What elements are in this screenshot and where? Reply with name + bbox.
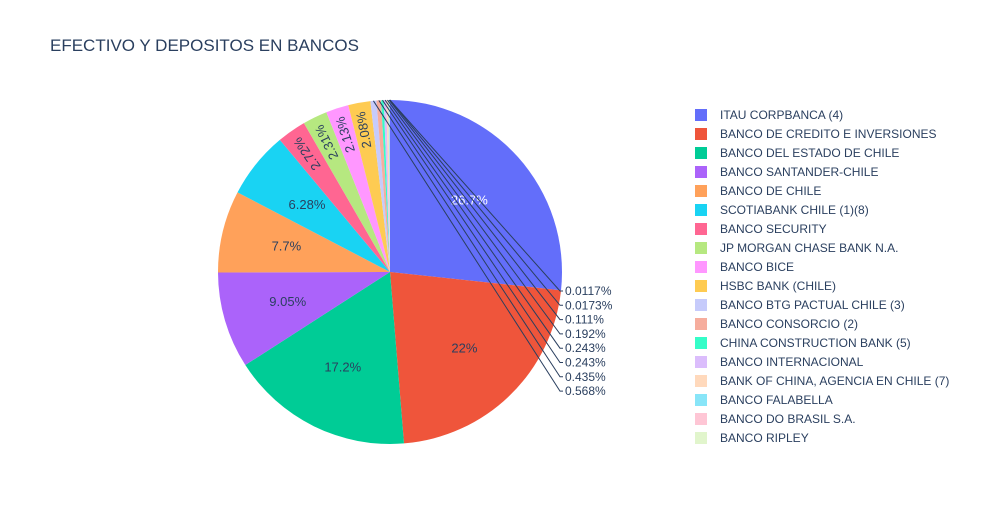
leader-line [378, 100, 563, 378]
pie-slice[interactable] [390, 100, 562, 291]
slice-value-label: 26.7% [451, 193, 488, 208]
legend-swatch [695, 299, 707, 311]
legend-swatch [695, 242, 707, 254]
leader-line [389, 99, 563, 306]
legend-label: JP MORGAN CHASE BANK N.A. [720, 241, 898, 255]
legend-label: BANCO SECURITY [720, 222, 827, 236]
legend-label: HSBC BANK (CHILE) [720, 279, 836, 293]
legend-item[interactable]: BANCO SANTANDER-CHILE [695, 165, 878, 179]
legend-item[interactable]: BANCO BICE [695, 260, 794, 274]
legend-item[interactable]: SCOTIABANK CHILE (1)(8) [695, 203, 869, 217]
legend-swatch [695, 109, 707, 121]
leader-line [384, 99, 563, 349]
legend-swatch [695, 318, 707, 330]
pie-slice[interactable] [388, 100, 390, 273]
legend-swatch [695, 375, 707, 387]
slice-value-label-outside: 0.243% [565, 341, 606, 355]
legend-item[interactable]: BANCO FALABELLA [695, 393, 833, 407]
legend-item[interactable]: BANCO DEL ESTADO DE CHILE [695, 146, 899, 160]
slice-value-label-outside: 0.0117% [565, 284, 612, 298]
legend-swatch [695, 356, 707, 368]
legend-item[interactable]: BANK OF CHINA, AGENCIA EN CHILE (7) [695, 374, 949, 388]
legend-label: BANK OF CHINA, AGENCIA EN CHILE (7) [720, 374, 949, 388]
pie-slice[interactable] [376, 100, 390, 272]
leader-line [389, 99, 563, 292]
slice-value-label: 7.7% [272, 239, 302, 254]
legend-item[interactable]: BANCO DE CREDITO E INVERSIONES [695, 127, 937, 141]
legend-label: BANCO DO BRASIL S.A. [720, 412, 856, 426]
legend-swatch [695, 185, 707, 197]
legend-label: SCOTIABANK CHILE (1)(8) [720, 203, 869, 217]
legend-label: CHINA CONSTRUCTION BANK (5) [720, 336, 911, 350]
legend-label: BANCO BICE [720, 260, 794, 274]
leader-line [388, 99, 563, 321]
pie-slice[interactable] [383, 100, 390, 272]
legend-swatch [695, 204, 707, 216]
pie-slice[interactable] [386, 100, 390, 272]
pie-slice[interactable] [245, 272, 404, 444]
chart-title: EFECTIVO Y DEPOSITOS EN BANCOS [50, 36, 359, 55]
legend-swatch [695, 413, 707, 425]
leader-line [387, 99, 563, 335]
legend-swatch [695, 261, 707, 273]
legend-swatch [695, 394, 707, 406]
legend-label: BANCO FALABELLA [720, 393, 833, 407]
leader-line [372, 100, 563, 392]
leader-line [382, 99, 563, 363]
legend: ITAU CORPBANCA (4) BANCO DE CREDITO E INV… [695, 108, 949, 445]
pie-slice[interactable] [279, 123, 390, 272]
legend-item[interactable]: BANCO CONSORCIO (2) [695, 317, 858, 331]
legend-item[interactable]: BANCO SECURITY [695, 222, 827, 236]
slice-value-label-outside: 0.0173% [565, 298, 613, 312]
legend-label: BANCO DE CHILE [720, 184, 821, 198]
legend-label: BANCO RIPLEY [720, 431, 809, 445]
legend-item[interactable]: HSBC BANK (CHILE) [695, 279, 836, 293]
slice-value-label-outside: 0.111% [565, 313, 604, 327]
legend-item[interactable]: BANCO DO BRASIL S.A. [695, 412, 856, 426]
legend-item[interactable]: ITAU CORPBANCA (4) [695, 108, 843, 122]
legend-swatch [695, 337, 707, 349]
slice-value-label-outside: 0.243% [565, 356, 606, 370]
legend-label: BANCO CONSORCIO (2) [720, 317, 858, 331]
pie-slice[interactable] [303, 112, 390, 272]
legend-item[interactable]: BANCO RIPLEY [695, 431, 809, 445]
pie-slice[interactable] [218, 192, 390, 273]
legend-swatch [695, 166, 707, 178]
legend-label: ITAU CORPBANCA (4) [720, 108, 843, 122]
legend-label: BANCO BTG PACTUAL CHILE (3) [720, 298, 905, 312]
pie-slice[interactable] [218, 272, 390, 366]
legend-swatch [695, 280, 707, 292]
legend-swatch [695, 432, 707, 444]
legend-label: BANCO DEL ESTADO DE CHILE [720, 146, 899, 160]
legend-swatch [695, 128, 707, 140]
pie-outside-labels: 0.0117%0.0173%0.111%0.192%0.243%0.243%0.… [372, 99, 613, 398]
pie-slice[interactable] [348, 101, 390, 272]
pie-slice[interactable] [390, 272, 562, 444]
pie-slice[interactable] [237, 139, 390, 272]
legend-item[interactable]: BANCO DE CHILE [695, 184, 821, 198]
legend-item[interactable]: BANCO BTG PACTUAL CHILE (3) [695, 298, 905, 312]
pie-slice[interactable] [381, 100, 390, 272]
pie-slice[interactable] [370, 100, 390, 272]
legend-swatch [695, 147, 707, 159]
slice-value-label-outside: 0.435% [565, 370, 606, 384]
legend-label: BANCO SANTANDER-CHILE [720, 165, 878, 179]
slice-value-label: 2.08% [353, 110, 374, 149]
pie-slices [218, 100, 562, 444]
legend-item[interactable]: JP MORGAN CHASE BANK N.A. [695, 241, 898, 255]
legend-item[interactable]: CHINA CONSTRUCTION BANK (5) [695, 336, 911, 350]
legend-label: BANCO DE CREDITO E INVERSIONES [720, 127, 937, 141]
legend-label: BANCO INTERNACIONAL [720, 355, 864, 369]
slice-value-label-outside: 0.568% [565, 384, 606, 398]
slice-value-label: 22% [451, 340, 477, 355]
slice-value-label-outside: 0.192% [565, 327, 606, 341]
legend-item[interactable]: BANCO INTERNACIONAL [695, 355, 864, 369]
slice-value-label: 17.2% [324, 360, 361, 375]
slice-value-label: 9.05% [269, 294, 306, 309]
slice-value-label: 6.28% [289, 197, 326, 212]
legend-swatch [695, 223, 707, 235]
pie-slice[interactable] [326, 105, 390, 272]
